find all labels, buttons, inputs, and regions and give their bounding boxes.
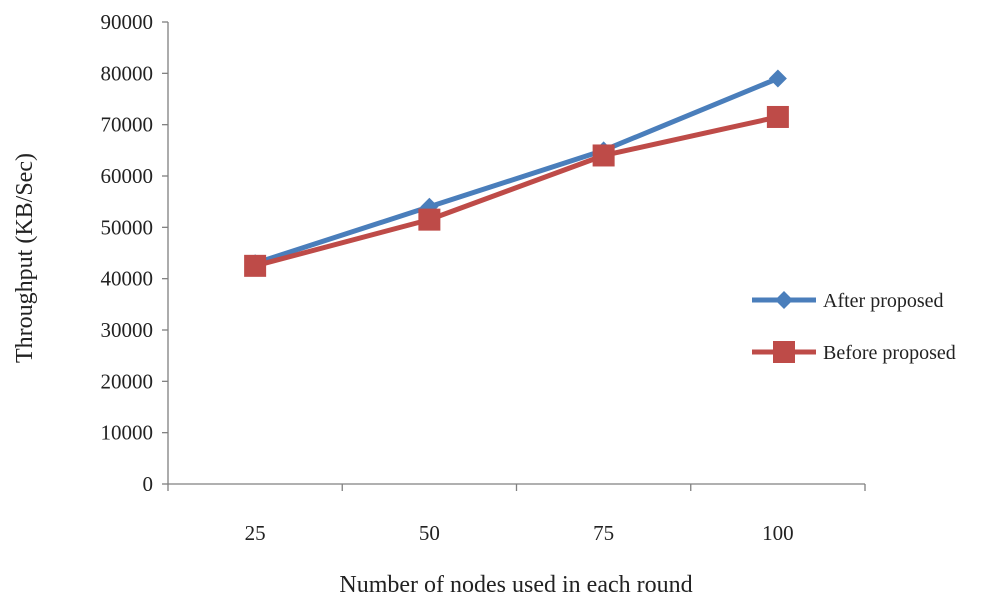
- legend-item: After proposed: [752, 290, 944, 312]
- y-axis-title: Throughput (KB/Sec): [12, 153, 38, 363]
- series-line: [254, 114, 779, 269]
- x-axis-title: Number of nodes used in each round: [339, 572, 692, 598]
- x-axis-ticks: 25 50 75 100: [167, 484, 866, 545]
- y-tick-label: 0: [143, 472, 154, 496]
- legend-label: Before proposed: [823, 342, 956, 364]
- legend-label: After proposed: [823, 290, 944, 312]
- y-tick-label: 30000: [101, 318, 154, 342]
- y-tick-label: 90000: [101, 10, 154, 34]
- data-point: [768, 69, 787, 88]
- y-tick-label: 60000: [101, 164, 154, 188]
- legend-marker: [775, 291, 793, 309]
- legend: After proposed Before proposed: [752, 290, 956, 364]
- y-tick-label: 10000: [101, 421, 154, 445]
- series-layer: [244, 69, 789, 277]
- x-tick-label: 100: [762, 521, 794, 545]
- y-tick-label: 80000: [101, 61, 154, 85]
- series-2: [244, 105, 789, 277]
- x-tick-label: 25: [245, 521, 266, 545]
- data-point: [592, 144, 615, 167]
- axes: [167, 22, 865, 485]
- legend-marker: [773, 341, 795, 363]
- y-tick-label: 50000: [101, 215, 154, 239]
- x-tick-label: 75: [593, 521, 614, 545]
- x-tick-label: 50: [419, 521, 440, 545]
- y-axis-ticks: 0 10000 20000 30000 40000 50000 60000 70000 8000…: [101, 10, 168, 496]
- y-tick-label: 20000: [101, 369, 154, 393]
- series-1: [246, 69, 787, 273]
- data-point: [766, 105, 789, 128]
- y-tick-label: 40000: [101, 267, 154, 291]
- data-point: [418, 208, 441, 231]
- legend-item: Before proposed: [752, 341, 956, 364]
- y-tick-label: 70000: [101, 113, 154, 137]
- data-point: [244, 254, 267, 277]
- series-line: [254, 76, 779, 266]
